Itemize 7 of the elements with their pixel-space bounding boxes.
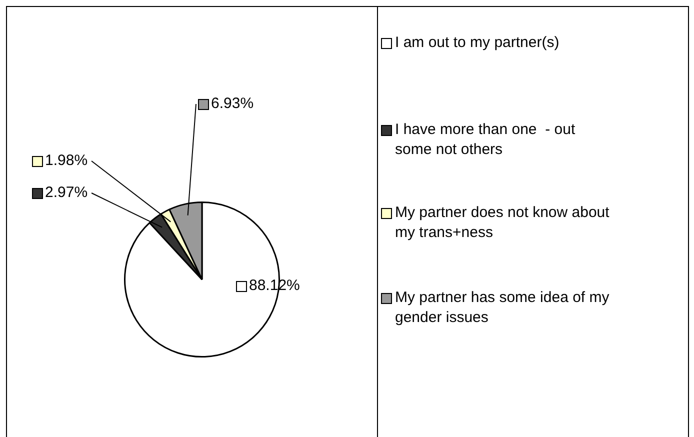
legend-label: My partner does not know about my trans+ness — [394, 203, 610, 243]
legend-label: I have more than one - out some not others — [394, 120, 576, 160]
legend-label: My partner has some idea of my gender issues — [394, 288, 610, 328]
data-label: 1.98% — [45, 152, 88, 170]
data-label: 2.97% — [45, 184, 88, 202]
legend-label: I am out to my partner(s) — [394, 33, 560, 53]
data-label: 6.93% — [211, 95, 254, 112]
